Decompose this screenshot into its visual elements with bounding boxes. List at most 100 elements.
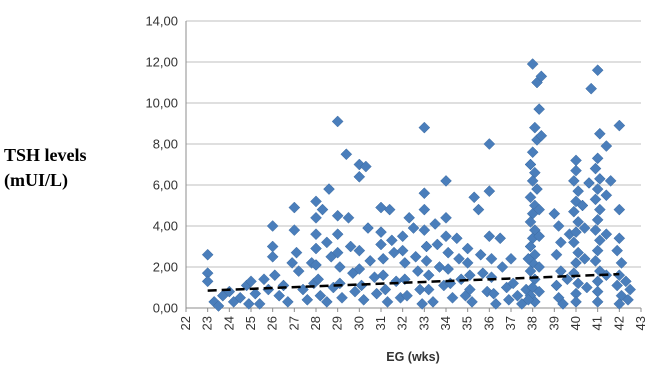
x-tick-label: 26 (265, 316, 280, 330)
x-axis-label: EG (wks) (386, 350, 440, 364)
data-point (403, 211, 416, 224)
data-point (353, 263, 366, 275)
data-point (613, 232, 626, 245)
data-point (383, 203, 396, 216)
data-point (600, 228, 613, 241)
data-point (320, 295, 333, 308)
data-point (570, 154, 582, 167)
data-point (567, 236, 580, 249)
data-point (245, 275, 257, 288)
data-point (353, 244, 366, 257)
data-point (593, 234, 606, 247)
data-point (476, 267, 489, 280)
data-point (320, 236, 333, 249)
data-point (611, 244, 624, 257)
data-point (567, 175, 580, 187)
data-point (535, 70, 548, 83)
data-point (440, 211, 452, 224)
data-point (550, 248, 563, 261)
data-point (277, 279, 290, 292)
data-point (483, 230, 496, 243)
y-axis-label-line-2: (mUI/L) (4, 170, 68, 190)
data-point (422, 283, 435, 296)
data-point (487, 287, 500, 300)
data-point (440, 175, 452, 187)
data-point (453, 252, 465, 265)
data-point (316, 203, 329, 216)
data-point (273, 289, 286, 302)
data-point (310, 228, 322, 241)
data-point (567, 205, 580, 218)
data-point (507, 277, 520, 290)
data-point (591, 152, 604, 165)
y-tick-label: 2,00 (153, 260, 178, 275)
data-point (379, 283, 392, 296)
data-point (531, 183, 543, 195)
data-point (548, 207, 561, 220)
data-point (528, 121, 541, 134)
y-axis-label-line-1: TSH levels (4, 145, 87, 165)
y-tick-label: 14,00 (145, 14, 178, 29)
x-tick-label: 40 (568, 316, 583, 330)
data-point (342, 211, 355, 224)
data-point (533, 203, 546, 216)
data-point (442, 263, 455, 275)
data-point (591, 285, 604, 298)
gridlines (186, 20, 641, 268)
x-tick-label: 35 (460, 316, 475, 330)
data-point (281, 295, 294, 308)
data-point (353, 170, 366, 183)
data-point (600, 140, 613, 152)
data-point (340, 148, 353, 161)
data-point (591, 64, 604, 77)
data-point (494, 232, 507, 245)
x-tick-label: 29 (330, 316, 345, 330)
data-point (331, 246, 344, 259)
data-point (591, 213, 604, 226)
data-point (570, 226, 582, 239)
data-point (411, 265, 424, 277)
y-tick-label: 4,00 (153, 219, 178, 234)
data-point (533, 230, 546, 243)
data-point (357, 293, 370, 306)
data-point (310, 211, 322, 224)
data-point (604, 175, 617, 187)
data-point (619, 275, 632, 288)
data-point (331, 228, 344, 241)
data-point (401, 289, 413, 302)
data-point (370, 287, 383, 300)
data-point (288, 201, 301, 214)
data-point (266, 220, 279, 232)
data-point (580, 281, 593, 294)
x-tick-label: 32 (395, 316, 410, 330)
data-point (310, 259, 322, 271)
data-point (611, 279, 624, 292)
data-point (249, 287, 262, 300)
data-point (593, 203, 606, 216)
data-point (253, 298, 266, 310)
data-point (344, 240, 357, 253)
data-point (591, 244, 604, 257)
data-point (589, 224, 602, 236)
data-point (526, 58, 539, 70)
data-point (593, 127, 606, 140)
data-point (385, 234, 398, 247)
data-point (442, 246, 455, 259)
x-tick-label: 39 (546, 316, 561, 330)
data-point (572, 277, 585, 290)
data-point (310, 242, 322, 255)
data-point (483, 185, 496, 198)
data-point (522, 252, 535, 265)
data-point (375, 226, 387, 239)
data-point (429, 218, 442, 230)
data-point (463, 283, 476, 296)
data-point (585, 82, 598, 95)
x-tick-label: 23 (200, 316, 215, 330)
data-point (314, 289, 327, 302)
data-point (576, 199, 589, 212)
data-point (578, 252, 591, 265)
data-point (290, 246, 303, 259)
data-point (474, 248, 487, 261)
data-point (266, 250, 279, 263)
data-point (301, 293, 314, 306)
